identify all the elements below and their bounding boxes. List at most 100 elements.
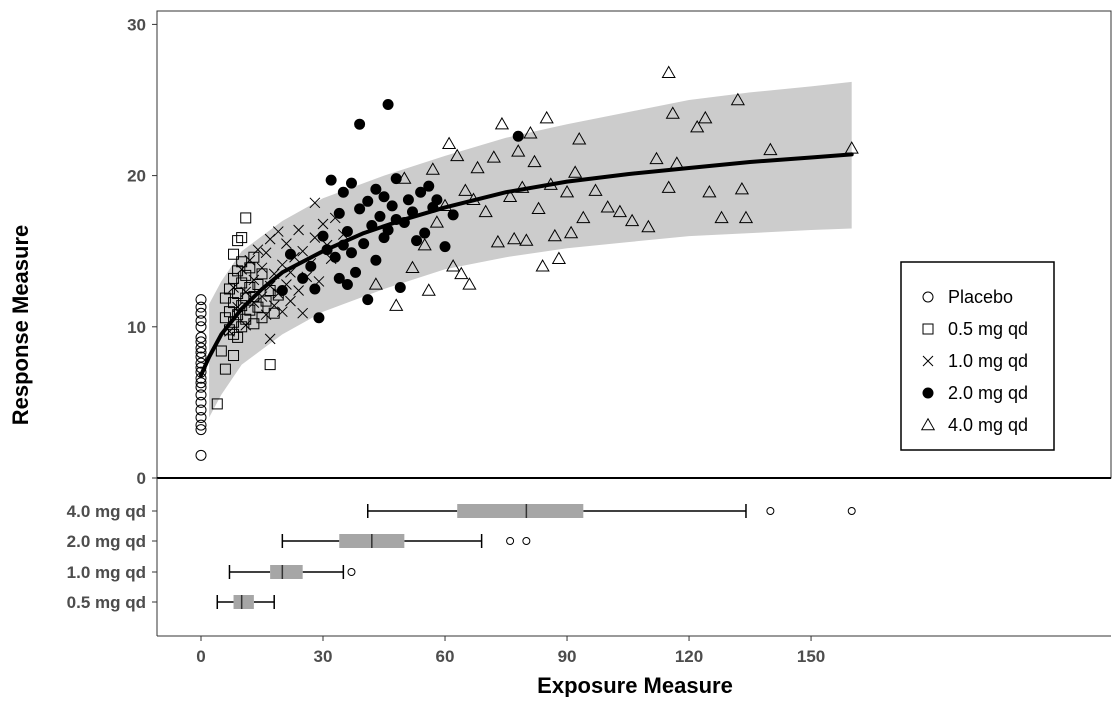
boxplot-panel: 4.0 mg qd 2.0 mg qd 1.0 mg qd 0.5 mg qd 0 30… [67,478,1111,698]
data-point-4-0-mg-qd [470,160,485,174]
data-point-4-0-mg-qd [490,234,506,248]
boxplots: 4.0 mg qd 2.0 mg qd 1.0 mg qd 0.5 mg qd [67,502,856,612]
x-tick-label: 120 [675,647,703,666]
data-point-placebo [195,377,207,389]
data-point-2-0-mg-qd [329,251,341,263]
x-tick-label: 150 [797,647,825,666]
data-point-2-0-mg-qd [337,186,349,198]
data-point-4-0-mg-qd [551,251,567,264]
data-point-4-0-mg-qd [462,277,477,290]
data-point-2-0-mg-qd [325,174,337,186]
data-point-2-0-mg-qd [370,254,382,266]
data-point-placebo [195,389,207,401]
data-point-4-0-mg-qd [563,225,579,239]
data-point-4-0-mg-qd [502,189,518,202]
data-point-4-0-mg-qd [417,237,432,251]
data-point-0-5-mg-qd [215,345,227,357]
data-point-1-0-mg-qd [293,224,304,236]
box-row-label: 0.5 mg qd [67,593,146,612]
data-point-4-0-mg-qd [441,136,457,150]
data-point-0-5-mg-qd [223,306,235,318]
x-tick-label: 60 [436,647,455,666]
y-tick-label: 0 [137,469,146,488]
data-point-4-0-mg-qd [734,181,750,195]
legend-label: 0.5 mg qd [948,319,1028,339]
data-point-4-0-mg-qd [547,228,562,242]
data-point-0-5-mg-qd [248,291,260,303]
data-point-2-0-mg-qd [512,130,524,142]
data-point-2-0-mg-qd [305,260,317,272]
data-point-1-0-mg-qd [252,244,264,256]
data-point-4-0-mg-qd [730,92,745,106]
data-point-1-0-mg-qd [268,300,280,311]
data-point-4-0-mg-qd [539,110,554,124]
data-point-4-0-mg-qd [690,119,705,133]
data-point-4-0-mg-qd [714,210,729,224]
data-point-placebo [195,424,207,436]
data-point-1-0-mg-qd [248,274,260,286]
data-point-0-5-mg-qd [228,248,240,260]
data-point-0-5-mg-qd [240,269,252,281]
data-point-4-0-mg-qd [624,213,640,227]
data-point-4-0-mg-qd [519,233,534,246]
data-point-1-0-mg-qd [264,333,276,345]
data-point-2-0-mg-qd [276,285,288,297]
legend-key-4-0-mg-qd [920,417,936,431]
data-point-placebo [195,315,207,327]
data-point-0-5-mg-qd [252,301,264,313]
data-point-4-0-mg-qd [661,65,676,78]
data-point-4-0-mg-qd [535,259,550,272]
data-point-placebo [195,419,207,431]
data-point-0-5-mg-qd [228,350,240,362]
data-point-2-0-mg-qd [411,235,423,247]
data-point-4-0-mg-qd [458,183,473,196]
data-point-4-0-mg-qd [486,150,501,163]
data-point-placebo [195,331,207,343]
data-point-2-0-mg-qd [394,281,406,293]
data-point-2-0-mg-qd [341,226,353,238]
data-point-4-0-mg-qd [559,184,575,198]
data-point-2-0-mg-qd [374,210,386,222]
data-point-2-0-mg-qd [313,312,325,324]
data-point-1-0-mg-qd [260,247,272,259]
data-point-4-0-mg-qd [450,148,465,162]
data-point-placebo [195,307,207,319]
data-point-4-0-mg-qd [600,200,615,213]
legend-key-1-0-mg-qd [922,355,934,367]
data-point-1-0-mg-qd [297,245,309,257]
data-point-4-0-mg-qd [665,106,680,119]
data-point-0-5-mg-qd [240,212,252,224]
data-point-4-0-mg-qd [527,154,542,168]
data-point-1-0-mg-qd [293,285,304,296]
data-point-2-0-mg-qd [378,191,390,203]
box-outlier [506,537,515,545]
data-point-4-0-mg-qd [698,110,713,124]
data-point-4-0-mg-qd [612,204,628,218]
legend: Placebo 0.5 mg qd 1.0 mg qd 2.0 mg qd 4.0 mg… [900,261,1055,451]
y-tick-label: 20 [127,167,146,186]
data-point-1-0-mg-qd [317,218,329,230]
data-point-2-0-mg-qd [431,194,443,206]
data-point-2-0-mg-qd [317,230,329,242]
data-point-0-5-mg-qd [232,235,244,247]
data-point-2-0-mg-qd [362,294,374,306]
data-point-placebo [195,347,207,359]
data-point-4-0-mg-qd [641,219,656,233]
data-point-0-5-mg-qd [248,251,260,263]
data-point-4-0-mg-qd [478,204,493,218]
data-point-2-0-mg-qd [419,227,431,239]
data-point-4-0-mg-qd [702,184,717,198]
data-point-4-0-mg-qd [588,183,603,196]
data-point-placebo [195,321,207,333]
data-point-1-0-mg-qd [228,282,239,293]
data-point-4-0-mg-qd [368,277,383,290]
median-trend-line [199,152,854,378]
legend-key-placebo [922,291,934,303]
data-point-0-5-mg-qd [244,281,256,293]
data-point-2-0-mg-qd [309,283,321,295]
data-point-1-0-mg-qd [260,309,272,321]
data-point-1-0-mg-qd [309,197,321,209]
data-point-4-0-mg-qd [572,132,587,145]
data-point-4-0-mg-qd [507,231,522,245]
